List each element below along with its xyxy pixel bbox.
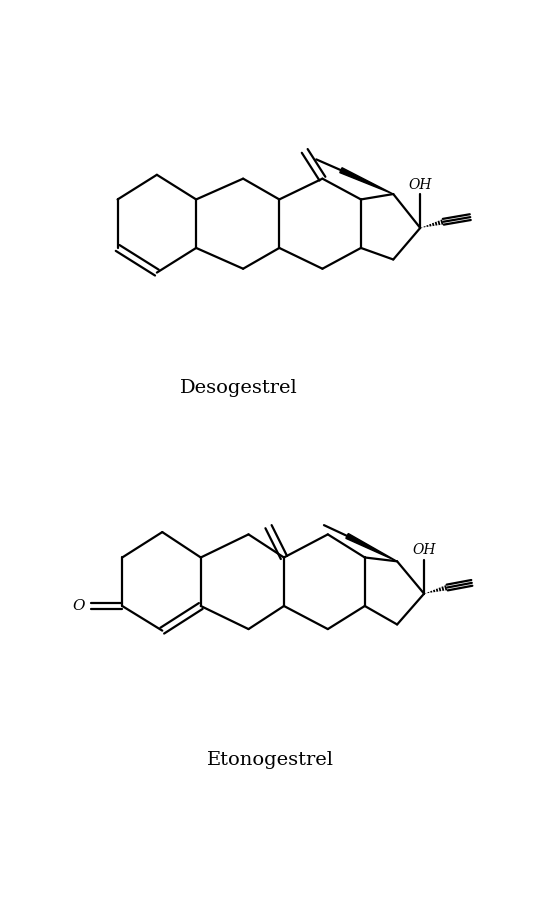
Polygon shape — [346, 533, 397, 561]
Text: Etonogestrel: Etonogestrel — [207, 751, 334, 769]
Text: Desogestrel: Desogestrel — [180, 379, 298, 397]
Polygon shape — [340, 168, 393, 194]
Text: OH: OH — [412, 543, 436, 557]
Text: OH: OH — [408, 177, 432, 192]
Text: O: O — [73, 599, 85, 613]
